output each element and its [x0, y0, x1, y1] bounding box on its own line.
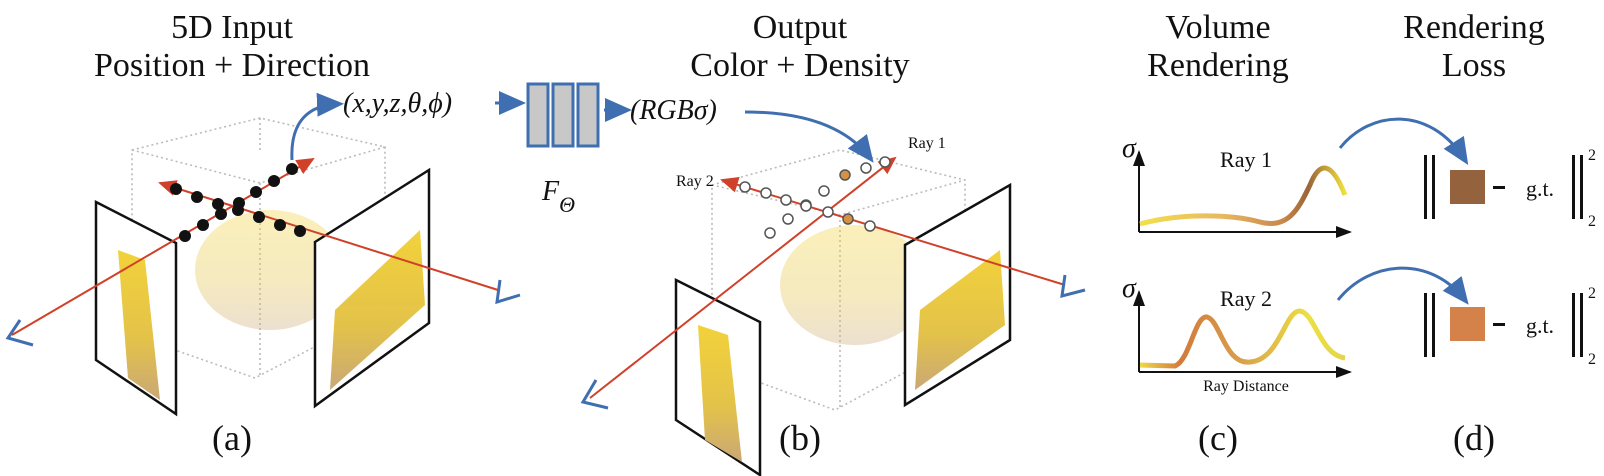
panel-a-title-line1: 5D Input — [171, 9, 293, 46]
density-chart-ray-2: σ Ray 2 Ray Distance — [1122, 273, 1352, 395]
camera-icon-right — [1060, 274, 1086, 299]
panel-c-title-line1: Volume — [1165, 9, 1270, 46]
panel-a-scene — [5, 92, 521, 417]
panel-a-label: (a) — [212, 418, 252, 458]
loss-term-1: g.t. 2 2 — [1424, 147, 1596, 230]
subscript: 2 — [1588, 351, 1596, 368]
panel-b-label: (b) — [779, 418, 821, 458]
ray-1-label: Ray 1 — [908, 135, 946, 152]
network-box — [526, 82, 600, 148]
sigma-label: σ — [1122, 133, 1137, 164]
render-arrow-2 — [1336, 266, 1469, 305]
output-tuple: (RGBσ) — [630, 95, 717, 126]
panel-b-scene: Ray 1 Ray 2 — [580, 110, 1086, 476]
ray-1-label: Ray 1 — [1220, 147, 1272, 172]
panel-c-title-line2: Rendering — [1147, 47, 1289, 84]
exponent: 2 — [1588, 285, 1596, 302]
render-arrow-1 — [1338, 117, 1469, 166]
rendered-color-swatch — [1450, 307, 1485, 341]
ground-truth-label: g.t. — [1526, 313, 1554, 338]
loss-term-2: g.t. 2 2 — [1424, 285, 1596, 368]
exponent: 2 — [1588, 147, 1596, 164]
panel-d-title-line1: Rendering — [1403, 9, 1545, 46]
ray-2 — [720, 177, 1066, 286]
sample-to-input-arrow — [290, 92, 344, 161]
network-function-label: FΘ — [541, 176, 575, 217]
density-curve — [1139, 165, 1348, 227]
density-curve — [1139, 308, 1346, 369]
bounding-box — [131, 117, 386, 379]
camera-icon-left — [5, 319, 34, 347]
right-view-image — [330, 230, 425, 390]
sample-points — [170, 163, 306, 242]
ground-truth-label: g.t. — [1526, 176, 1554, 201]
left-view-image — [698, 325, 742, 462]
scene-object — [780, 225, 930, 345]
panel-c-label: (c) — [1198, 418, 1238, 458]
ray-distance-label: Ray Distance — [1203, 378, 1289, 395]
sigma-label: σ — [1122, 273, 1137, 304]
scene-object — [195, 210, 345, 330]
ray-1 — [589, 156, 897, 399]
left-view-image — [118, 250, 160, 400]
density-chart-ray-1: σ Ray 1 — [1122, 133, 1352, 238]
panel-a-title-line2: Position + Direction — [94, 47, 370, 84]
subscript: 2 — [1588, 213, 1596, 230]
right-view-image — [915, 250, 1005, 390]
camera-icon-left — [580, 379, 609, 410]
rendered-color-swatch — [1450, 170, 1485, 204]
ray-1 — [11, 157, 315, 336]
panel-b-title-line2: Color + Density — [690, 47, 909, 84]
panel-b-title-line1: Output — [753, 9, 848, 46]
input-tuple: (x,y,z,θ,ϕ) — [343, 88, 452, 119]
output-to-samples-arrow — [744, 110, 874, 163]
panel-d-label: (d) — [1453, 418, 1495, 458]
ray-2-label: Ray 2 — [676, 173, 714, 190]
ray-2-label: Ray 2 — [1220, 286, 1272, 311]
sample-points — [739, 156, 891, 239]
camera-icon-right — [495, 279, 521, 305]
panel-d-title-line2: Loss — [1442, 47, 1506, 84]
